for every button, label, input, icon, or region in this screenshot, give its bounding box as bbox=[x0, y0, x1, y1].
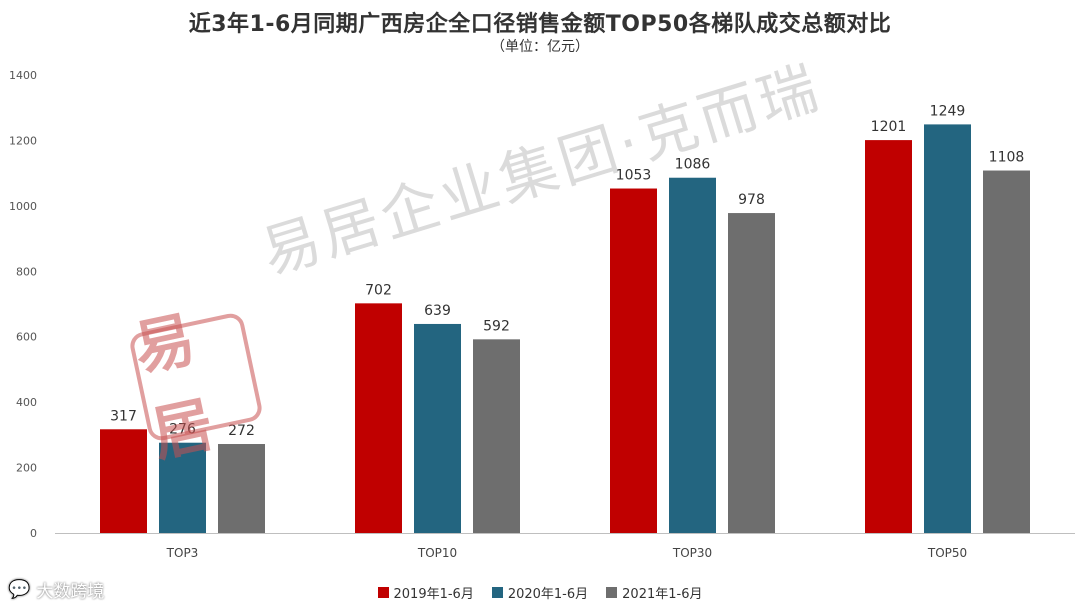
watermark-seal: 易居 bbox=[127, 304, 265, 470]
data-label: 1053 bbox=[616, 168, 652, 184]
y-tick-label: 1000 bbox=[9, 200, 37, 213]
data-label: 1201 bbox=[871, 119, 907, 135]
bar bbox=[159, 442, 206, 533]
y-tick-label: 200 bbox=[16, 462, 37, 475]
bar bbox=[865, 140, 912, 533]
bar bbox=[983, 170, 1030, 534]
legend-label: 2021年1-6月 bbox=[622, 587, 703, 602]
bar bbox=[728, 213, 775, 533]
x-tick-label: TOP10 bbox=[417, 546, 457, 560]
y-tick-label: 800 bbox=[16, 265, 37, 278]
chart-title: 近3年1-6月同期广西房企全口径销售金额TOP50各梯队成交总额对比 bbox=[188, 12, 892, 37]
data-label: 592 bbox=[483, 318, 510, 334]
data-label: 1249 bbox=[930, 103, 966, 119]
legend-label: 2020年1-6月 bbox=[507, 587, 589, 602]
y-tick-label: 400 bbox=[16, 396, 37, 409]
legend-item: 2019年1-6月 bbox=[377, 583, 474, 602]
legend-item: 2021年1-6月 bbox=[606, 583, 702, 602]
bar bbox=[669, 177, 716, 534]
corner-logo: 💬 大数跨境 bbox=[8, 576, 104, 602]
legend-label: 2019年1-6月 bbox=[393, 587, 474, 602]
data-label: 978 bbox=[738, 192, 765, 208]
bar bbox=[610, 188, 657, 534]
y-tick-label: 1400 bbox=[9, 69, 37, 82]
corner-logo-text: 大数跨境 bbox=[36, 581, 105, 602]
x-tick-label: TOP50 bbox=[927, 546, 967, 560]
chart-subtitle: （单位：亿元） bbox=[491, 39, 589, 55]
y-tick-label: 1200 bbox=[9, 134, 37, 147]
y-tick-label: 600 bbox=[16, 331, 37, 344]
legend-item: 2020年1-6月 bbox=[491, 583, 589, 602]
legend-swatch bbox=[606, 587, 618, 598]
bar bbox=[355, 303, 402, 533]
legend-swatch bbox=[491, 587, 503, 598]
data-label: 1086 bbox=[675, 157, 711, 173]
bar bbox=[924, 124, 971, 534]
legend-swatch bbox=[377, 587, 389, 598]
x-tick-label: TOP30 bbox=[672, 546, 712, 560]
data-label: 276 bbox=[169, 422, 196, 438]
bar bbox=[218, 444, 265, 533]
data-label: 702 bbox=[365, 282, 392, 298]
x-tick-label: TOP3 bbox=[166, 546, 199, 560]
y-tick-label: 0 bbox=[30, 527, 37, 540]
bar bbox=[414, 323, 461, 533]
chart-legend: 2019年1-6月 2020年1-6月 2021年1-6月 bbox=[0, 583, 1080, 602]
bar bbox=[473, 339, 520, 533]
data-label: 1108 bbox=[989, 150, 1025, 166]
data-label: 639 bbox=[424, 303, 451, 319]
bar bbox=[100, 429, 147, 533]
data-label: 272 bbox=[228, 423, 255, 439]
data-label: 317 bbox=[110, 408, 137, 424]
chat-bubble-icon: 💬 bbox=[8, 578, 31, 600]
